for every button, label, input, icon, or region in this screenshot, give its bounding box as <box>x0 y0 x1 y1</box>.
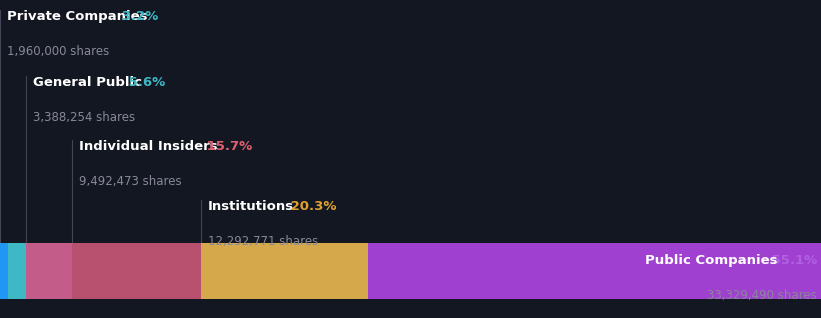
Bar <box>8 243 26 299</box>
Text: 20.3%: 20.3% <box>286 200 337 213</box>
Text: 3.2%: 3.2% <box>117 10 158 23</box>
Text: 15.7%: 15.7% <box>203 140 253 153</box>
Text: Public Companies: Public Companies <box>645 254 777 267</box>
Text: Institutions: Institutions <box>208 200 294 213</box>
Text: 12,292,771 shares: 12,292,771 shares <box>208 235 319 248</box>
Text: 55.1%: 55.1% <box>767 254 817 267</box>
Text: Private Companies: Private Companies <box>7 10 147 23</box>
Text: 9,492,473 shares: 9,492,473 shares <box>79 175 181 188</box>
Bar <box>72 243 201 299</box>
Text: 1,960,000 shares: 1,960,000 shares <box>7 45 109 58</box>
Bar <box>26 243 72 299</box>
Text: 33,329,490 shares: 33,329,490 shares <box>707 289 817 302</box>
Text: Individual Insiders: Individual Insiders <box>79 140 218 153</box>
Bar <box>201 243 368 299</box>
Text: General Public: General Public <box>33 76 142 89</box>
Text: 3,388,254 shares: 3,388,254 shares <box>33 111 135 124</box>
Bar <box>0 243 8 299</box>
Bar <box>368 243 821 299</box>
Text: 5.6%: 5.6% <box>124 76 165 89</box>
